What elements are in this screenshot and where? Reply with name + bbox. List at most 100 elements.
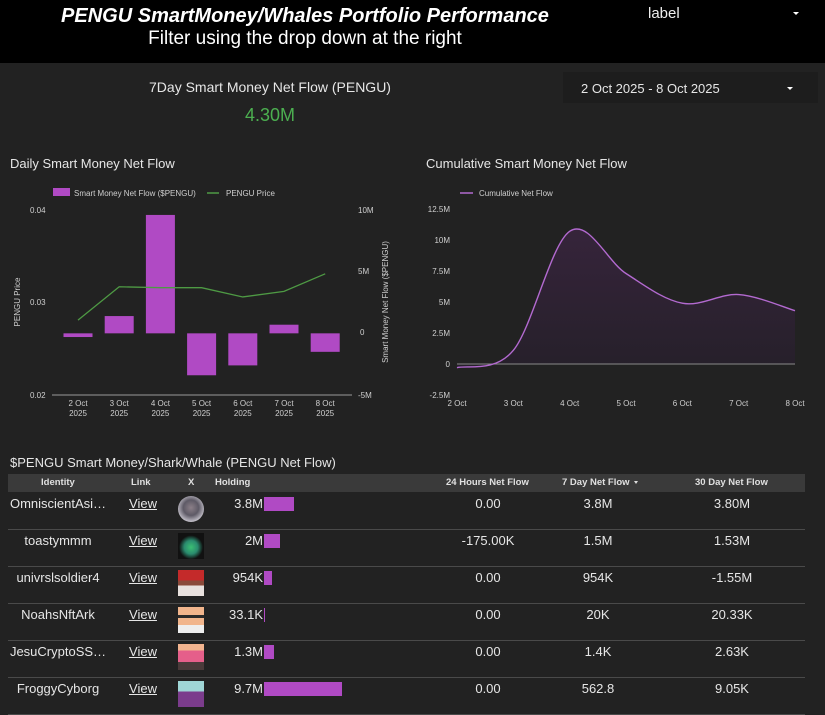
label-filter-dropdown[interactable]: label [640,2,820,24]
net-flow-30d-cell: 1.53M [713,533,751,548]
identity-cell: NoahsNftArk [21,607,95,622]
cumulative-chart-title: Cumulative Smart Money Net Flow [426,156,627,171]
identity-cell: FroggyCyborg [16,681,100,696]
net-flow-7d-cell: 1.4K [584,644,612,659]
column-header-24h[interactable]: 24 Hours Net Flow [446,477,529,488]
table-title: $PENGU Smart Money/Shark/Whale (PENGU Ne… [10,455,336,470]
x-tick-label: 2 Oct [68,399,88,408]
x-tick-label: 3 Oct [110,399,130,408]
holding-cell: 1.3M [234,644,263,659]
left-ytick: 0.02 [30,391,46,400]
x-tick-label: 5 Oct [192,399,212,408]
dashboard-subtitle: Filter using the drop down at the right [148,28,462,49]
holding-cell: 954K [232,570,263,585]
daily-chart-legend: Smart Money Net Flow ($PENGU) PENGU Pric… [53,188,275,198]
view-link[interactable]: View [129,644,157,659]
holding-bar [264,645,274,659]
x-tick-label: 7 Oct [729,399,749,408]
net-flow-bar [63,333,93,338]
right-ytick: 5M [358,267,369,276]
label-filter-value: label [648,5,680,22]
column-header-7d-label: 7 Day Net Flow [562,477,630,488]
column-header-x[interactable]: X [188,477,195,488]
legend-label-netflow: Smart Money Net Flow ($PENGU) [74,189,196,198]
column-header-30d[interactable]: 30 Day Net Flow [695,477,768,488]
x-tick-label: 5 Oct [616,399,636,408]
left-ytick: 0.03 [30,298,46,307]
holding-cell: 33.1K [229,607,263,622]
column-header-holding[interactable]: Holding [215,477,251,488]
holding-bar [264,534,280,548]
y-tick-label: 2.5M [432,329,450,338]
avatar-red-bear-icon[interactable] [178,570,204,596]
net-flow-24h-cell: -175.00K [461,533,515,548]
kpi-title: 7Day Smart Money Net Flow (PENGU) [149,79,391,95]
holding-cell: 2M [244,533,263,548]
x-tick-label: 2025 [234,409,252,418]
view-link[interactable]: View [129,496,157,511]
legend-label-price: PENGU Price [226,189,275,198]
avatar-cap-pixel-icon[interactable] [178,607,204,633]
table-row[interactable]: JesuCryptoSS… View 1.3M 0.00 1.4K 2.63K [8,640,805,678]
net-flow-30d-cell: 3.80M [713,496,751,511]
daily-chart-title: Daily Smart Money Net Flow [10,156,175,171]
x-tick-label: 6 Oct [673,399,693,408]
column-header-link[interactable]: Link [131,477,151,488]
x-tick-label: 7 Oct [274,399,294,408]
avatar-teal-icon[interactable] [178,681,204,707]
net-flow-30d-cell: 20.33K [711,607,753,622]
net-flow-24h-cell: 0.00 [475,570,501,585]
table-row[interactable]: OmniscientAsi… View 3.8M 0.00 3.8M 3.80M [8,492,805,530]
column-header-identity[interactable]: Identity [41,477,75,488]
holding-bar [264,571,272,585]
daily-net-flow-chart: Smart Money Net Flow ($PENGU) PENGU Pric… [13,188,390,418]
left-ytick: 0.04 [30,206,46,215]
cumulative-area-fill [457,228,795,368]
right-ytick: 10M [358,206,374,215]
x-tick-label: 4 Oct [151,399,171,408]
net-flow-bar [228,333,258,366]
net-flow-7d-cell: 20K [586,607,610,622]
x-tick-label: 4 Oct [560,399,580,408]
legend-swatch-netflow [53,188,70,196]
right-ytick: 0 [360,328,365,337]
x-tick-label: 2 Oct [447,399,467,408]
avatar-pink-bear-icon[interactable] [178,644,204,670]
holding-bar [264,608,265,622]
net-flow-bar [269,324,299,334]
x-tick-label: 3 Oct [504,399,524,408]
view-link[interactable]: View [129,570,157,585]
date-range-dropdown[interactable]: 2 Oct 2025 - 8 Oct 2025 [563,72,818,103]
net-flow-7d-cell: 562.8 [581,681,615,696]
identity-cell: univrslsoldier4 [16,570,100,585]
table-row[interactable]: toastymmm View 2M -175.00K 1.5M 1.53M [8,529,805,567]
sort-down-icon [634,480,639,484]
price-line [77,273,326,321]
net-flow-24h-cell: 0.00 [475,496,501,511]
view-link[interactable]: View [129,533,157,548]
caret-down-icon [793,12,799,15]
y-tick-label: 5M [439,298,450,307]
x-tick-label: 2025 [193,409,211,418]
kpi-value: 4.30M [244,105,296,125]
x-tick-label: 2025 [69,409,87,418]
net-flow-7d-cell: 954K [582,570,614,585]
net-flow-24h-cell: 0.00 [475,681,501,696]
y-tick-label: -2.5M [430,391,451,400]
table-row[interactable]: univrslsoldier4 View 954K 0.00 954K -1.55M [8,566,805,604]
cumulative-line [456,228,796,369]
avatar-photo-icon[interactable] [178,496,204,522]
identity-cell: JesuCryptoSS… [9,644,107,659]
view-link[interactable]: View [129,607,157,622]
date-range-value: 2 Oct 2025 - 8 Oct 2025 [581,81,720,96]
table-row[interactable]: FroggyCyborg View 9.7M 0.00 562.8 9.05K [8,677,805,715]
net-flow-24h-cell: 0.00 [475,607,501,622]
x-tick-label: 8 Oct [785,399,805,408]
holding-cell: 9.7M [234,681,263,696]
column-header-7d[interactable]: 7 Day Net Flow [562,477,639,488]
table-row[interactable]: NoahsNftArk View 33.1K 0.00 20K 20.33K [8,603,805,641]
holding-cell: 3.8M [234,496,263,511]
avatar-green-skull-icon[interactable] [178,533,204,559]
view-link[interactable]: View [129,681,157,696]
net-flow-bar [187,333,217,376]
